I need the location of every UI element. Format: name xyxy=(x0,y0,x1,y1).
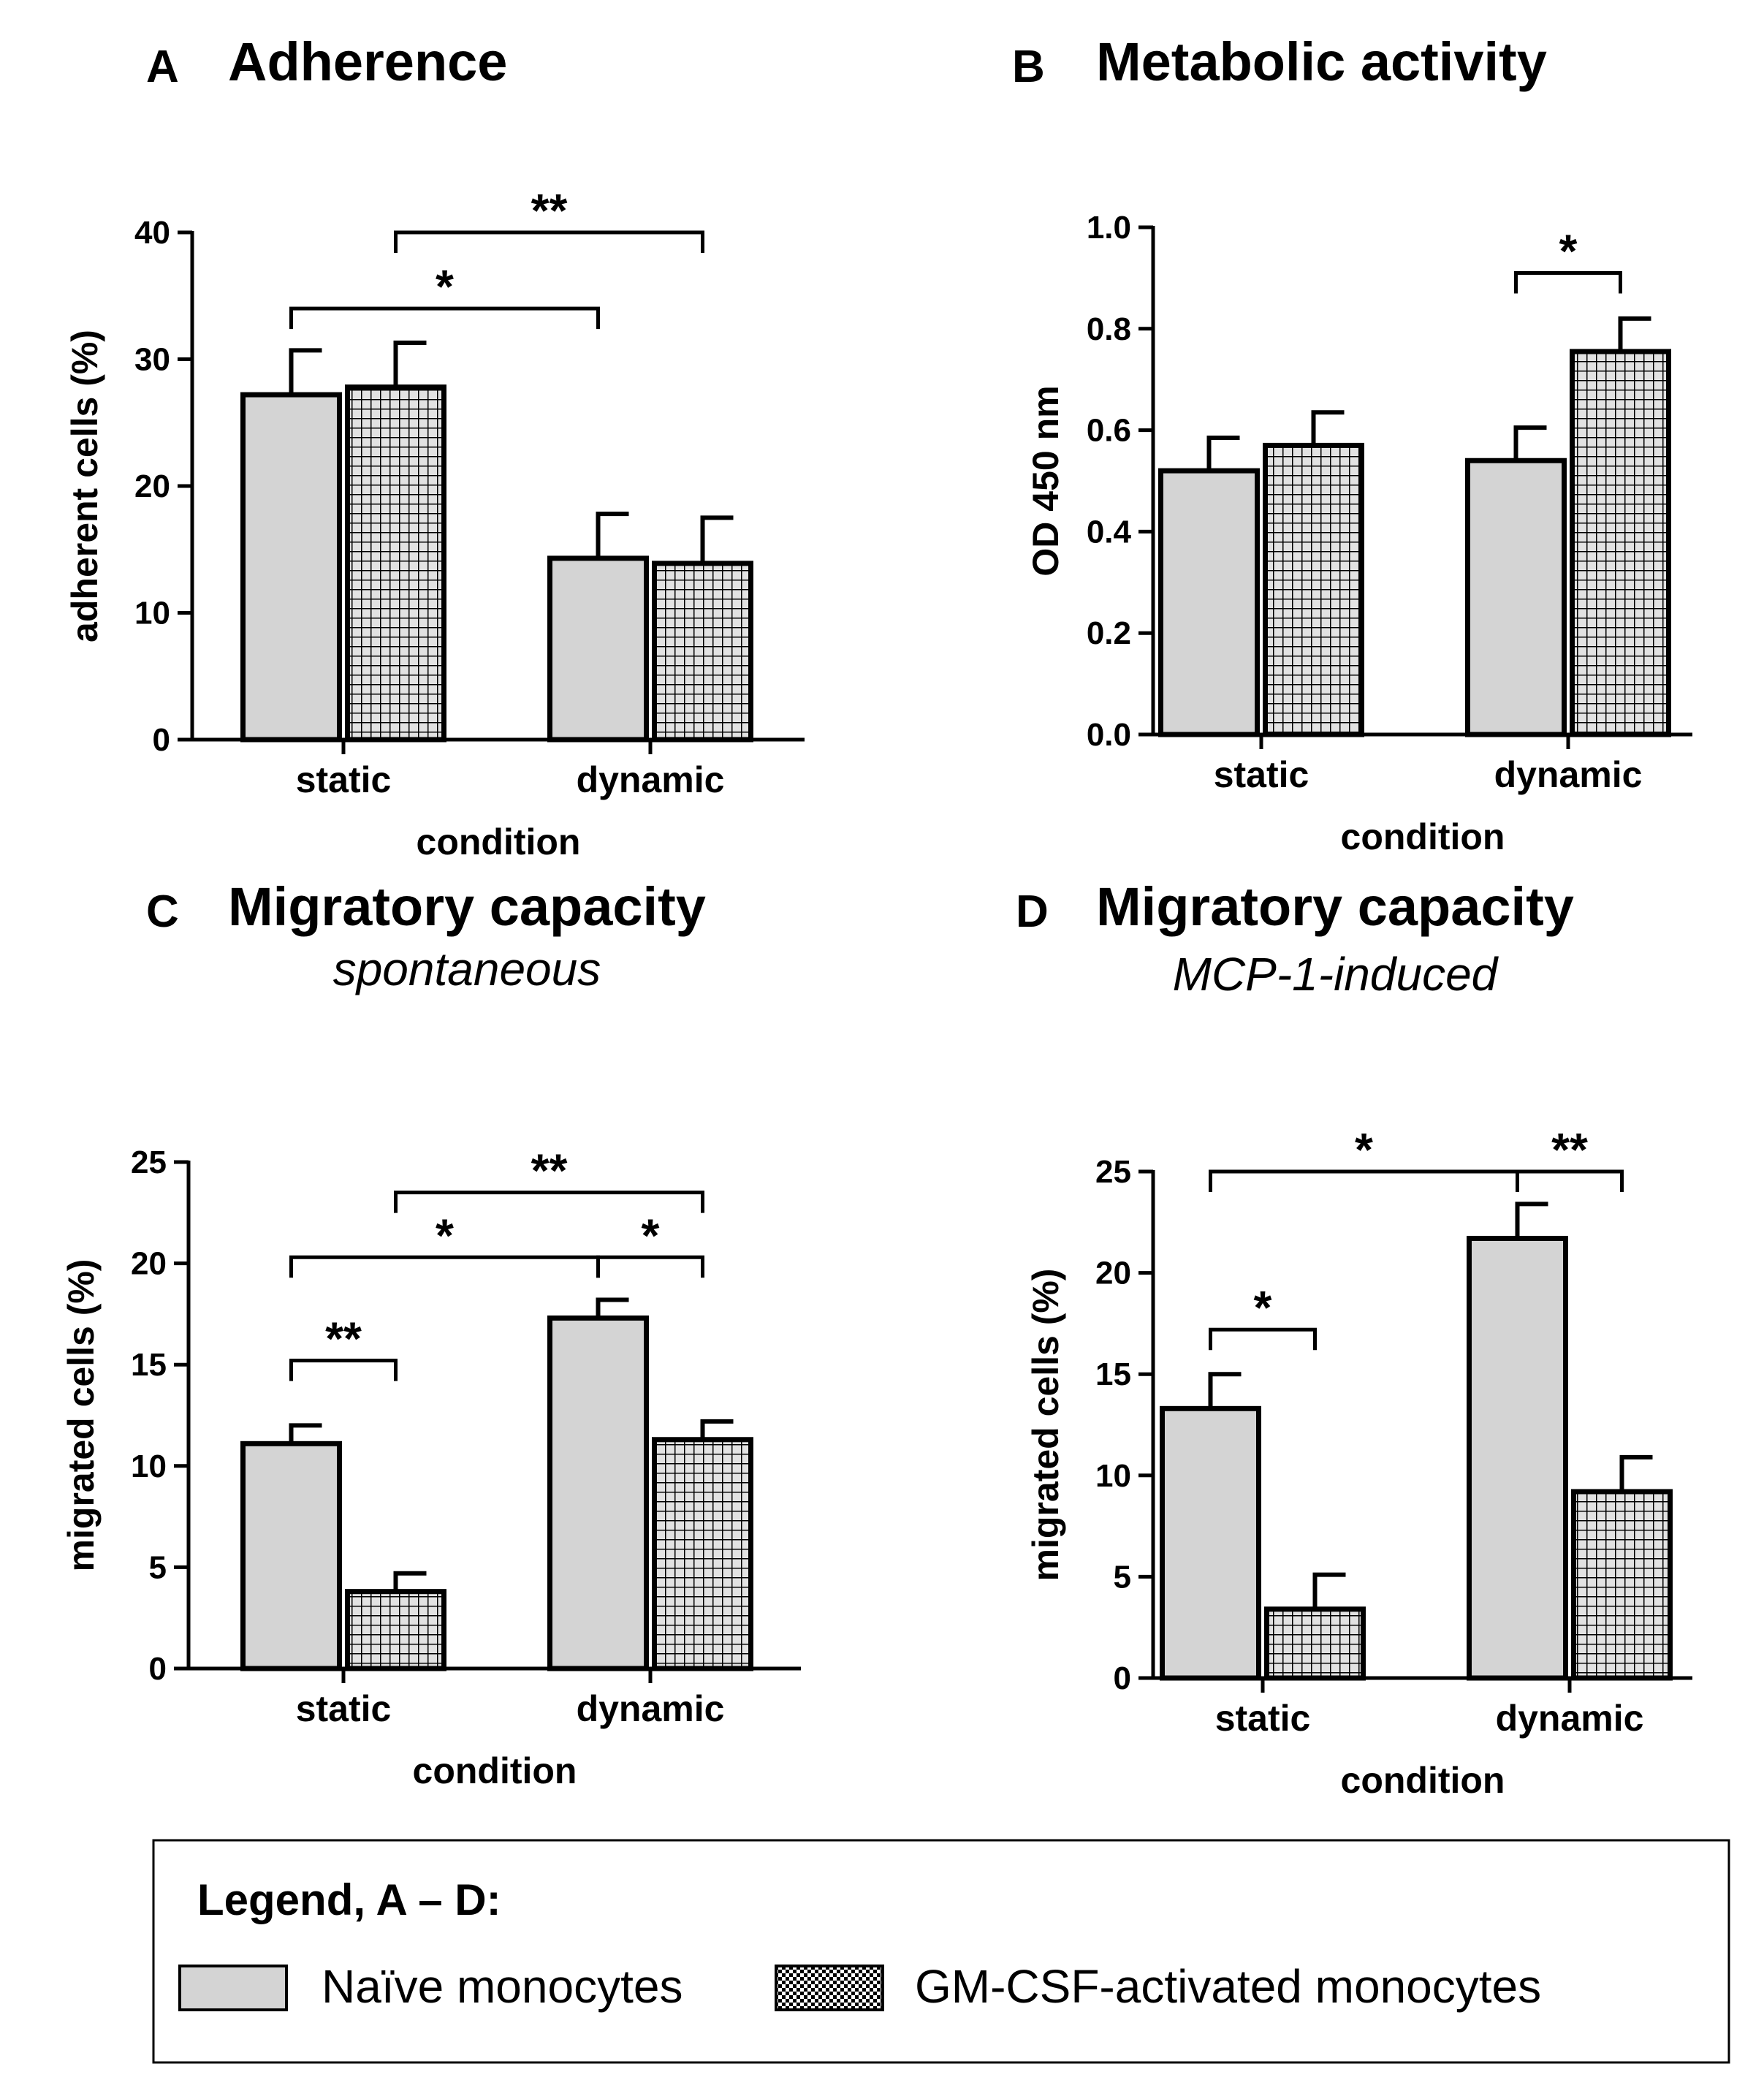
x-axis-title: condition xyxy=(413,1750,577,1791)
x-axis-title: condition xyxy=(1341,816,1505,857)
legend-swatch-naive xyxy=(178,1965,288,2011)
significance-label: ** xyxy=(325,1313,362,1365)
legend-swatch-activated xyxy=(775,1965,884,2011)
significance-label: ** xyxy=(1551,1123,1588,1176)
y-tick-label: 0.0 xyxy=(1087,717,1131,753)
bar-naive xyxy=(240,1441,342,1671)
y-tick-label: 15 xyxy=(131,1347,167,1383)
y-tick-label: 20 xyxy=(131,1246,167,1282)
y-tick-label: 0.2 xyxy=(1087,615,1131,651)
x-axis-title: condition xyxy=(417,821,581,862)
panel-D: D Migratory capacity MCP-1-induced 0 5 10 15 20… xyxy=(1016,876,1692,1801)
x-tick-label: dynamic xyxy=(577,1688,725,1729)
bar-activated xyxy=(652,561,753,743)
y-tick-label: 25 xyxy=(1095,1154,1131,1190)
x-tick-label: dynamic xyxy=(577,759,725,800)
significance-label: * xyxy=(1254,1281,1272,1334)
y-tick-label: 40 xyxy=(134,215,170,251)
y-tick-label: 25 xyxy=(131,1145,167,1180)
significance-bracket xyxy=(289,306,600,330)
panel-title: Adherence xyxy=(228,31,507,92)
y-axis-title: adherent cells (%) xyxy=(64,330,105,642)
legend-label-naive: Naïve monocytes xyxy=(322,1960,683,2013)
y-tick-label: 1.0 xyxy=(1087,210,1131,246)
bar-activated xyxy=(345,1589,446,1671)
bar-activated xyxy=(1570,349,1671,737)
x-tick-label: static xyxy=(296,1688,392,1729)
bar-activated xyxy=(345,384,446,743)
panel-title: Migratory capacity xyxy=(1096,876,1574,937)
panel-subtitle: MCP-1-induced xyxy=(1173,948,1499,1001)
x-tick-label: dynamic xyxy=(1496,1698,1644,1739)
significance-label: * xyxy=(1559,224,1578,277)
y-axis-title: migrated cells (%) xyxy=(1025,1269,1066,1582)
bar-naive xyxy=(1467,1235,1568,1681)
significance-label: ** xyxy=(531,1145,568,1197)
significance-bracket xyxy=(1209,1327,1317,1351)
significance-label: * xyxy=(642,1209,660,1261)
x-tick-label: static xyxy=(1214,754,1309,795)
y-tick-label: 0 xyxy=(149,1651,167,1687)
bar-activated xyxy=(1264,1606,1366,1681)
panel-letter: C xyxy=(146,887,179,937)
y-tick-label: 10 xyxy=(134,596,170,631)
y-tick-label: 0.8 xyxy=(1087,311,1131,347)
y-tick-label: 5 xyxy=(149,1549,167,1585)
significance-bracket xyxy=(1514,270,1622,294)
legend-frame xyxy=(152,1839,1730,2064)
significance-bracket xyxy=(596,1255,704,1278)
bar-naive xyxy=(547,555,649,743)
y-tick-label: 0.6 xyxy=(1087,413,1131,449)
y-tick-label: 0.4 xyxy=(1087,514,1132,550)
y-tick-label: 30 xyxy=(134,342,170,378)
y-tick-label: 0 xyxy=(153,722,170,758)
significance-bracket xyxy=(394,1191,704,1213)
bar-naive xyxy=(1158,468,1260,737)
bar-activated xyxy=(1263,442,1364,737)
panel-subtitle: spontaneous xyxy=(333,943,601,995)
x-tick-label: dynamic xyxy=(1494,754,1643,795)
y-axis-title: OD 450 nm xyxy=(1025,385,1066,576)
bar-naive xyxy=(240,392,342,743)
y-tick-label: 0 xyxy=(1114,1660,1131,1696)
x-tick-label: static xyxy=(296,759,392,800)
significance-label: * xyxy=(436,1209,454,1261)
x-axis-title: condition xyxy=(1341,1760,1505,1801)
significance-label: * xyxy=(1355,1123,1373,1176)
y-tick-label: 10 xyxy=(1095,1458,1131,1494)
significance-label: ** xyxy=(531,184,568,237)
legend-title: Legend, A – D: xyxy=(197,1875,501,1924)
panel-title: Metabolic activity xyxy=(1096,31,1547,92)
bar-activated xyxy=(652,1437,753,1671)
y-tick-label: 10 xyxy=(131,1449,167,1484)
panel-B: B Metabolic activity 0.0 0.2 0.4 0.6 0.8 1.0 sta… xyxy=(1012,31,1692,857)
y-tick-label: 20 xyxy=(134,468,170,504)
bar-activated xyxy=(1571,1489,1673,1681)
panel-letter: A xyxy=(146,42,179,92)
panel-title: Migratory capacity xyxy=(228,876,706,937)
significance-bracket xyxy=(394,230,704,253)
y-tick-label: 20 xyxy=(1095,1256,1131,1291)
y-axis-title: migrated cells (%) xyxy=(61,1259,102,1572)
y-tick-label: 5 xyxy=(1114,1559,1131,1595)
legend-label-activated: GM-CSF-activated monocytes xyxy=(915,1960,1541,2013)
bar-naive xyxy=(1160,1405,1261,1681)
significance-label: * xyxy=(436,260,454,313)
panel-A: A Adherence 0 10 20 30 40 static dynamic conditio… xyxy=(64,31,805,862)
bar-naive xyxy=(547,1315,649,1671)
panel-letter: D xyxy=(1016,887,1049,937)
significance-bracket xyxy=(289,1359,398,1381)
legend: Legend, A – D: Naïve monocytes GM-CSF-ac… xyxy=(152,1839,1730,2064)
panel-C: C Migratory capacity spontaneous 0 5 10 15 20 25… xyxy=(61,876,801,1791)
panel-letter: B xyxy=(1012,42,1045,92)
significance-bracket xyxy=(1516,1169,1624,1192)
x-tick-label: static xyxy=(1215,1698,1311,1739)
y-tick-label: 15 xyxy=(1095,1356,1131,1392)
bar-naive xyxy=(1465,458,1567,737)
